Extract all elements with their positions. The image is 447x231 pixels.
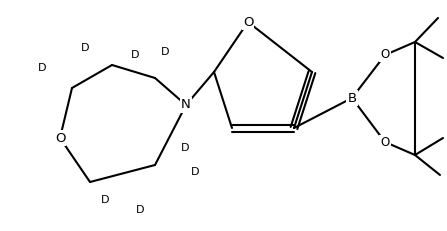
Text: D: D bbox=[101, 195, 109, 205]
Text: O: O bbox=[243, 15, 253, 28]
Text: D: D bbox=[181, 143, 189, 153]
Text: D: D bbox=[161, 47, 169, 57]
Text: O: O bbox=[380, 49, 390, 61]
Text: D: D bbox=[136, 205, 144, 215]
Text: N: N bbox=[181, 98, 191, 112]
Text: D: D bbox=[81, 43, 89, 53]
Text: D: D bbox=[38, 63, 46, 73]
Text: O: O bbox=[55, 131, 65, 145]
Text: O: O bbox=[380, 136, 390, 149]
Text: D: D bbox=[191, 167, 199, 177]
Text: D: D bbox=[131, 50, 139, 60]
Text: B: B bbox=[347, 91, 357, 104]
